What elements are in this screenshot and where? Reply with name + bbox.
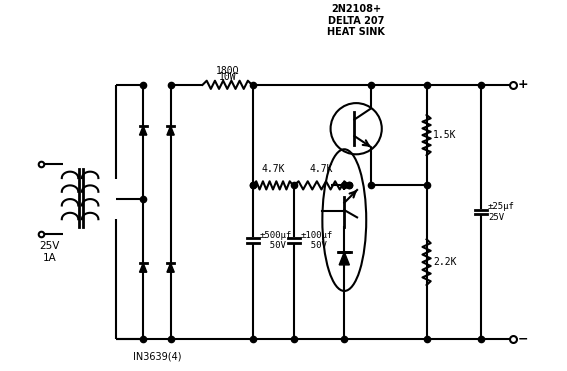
Polygon shape (167, 126, 174, 135)
Text: IN3639(4): IN3639(4) (133, 352, 181, 362)
Text: −: − (518, 332, 528, 345)
Text: 180Ω: 180Ω (215, 66, 239, 76)
Polygon shape (139, 263, 147, 272)
Polygon shape (139, 126, 147, 135)
Text: +: + (518, 78, 528, 91)
Text: 25V
1A: 25V 1A (40, 241, 60, 263)
Text: 4.7K: 4.7K (310, 164, 333, 174)
Text: 2.2K: 2.2K (433, 257, 456, 267)
Text: 4.7K: 4.7K (261, 164, 285, 174)
Text: ±25μf
25V: ±25μf 25V (488, 202, 515, 221)
Text: 2N2108+
DELTA 207
HEAT SINK: 2N2108+ DELTA 207 HEAT SINK (327, 4, 385, 37)
Text: 1.5K: 1.5K (433, 130, 456, 140)
Text: ±100μf
  50V: ±100μf 50V (301, 230, 333, 250)
Text: ±500μf
  50V: ±500μf 50V (259, 230, 291, 250)
Text: 10W: 10W (218, 72, 236, 82)
Polygon shape (339, 252, 349, 265)
Polygon shape (167, 263, 174, 272)
